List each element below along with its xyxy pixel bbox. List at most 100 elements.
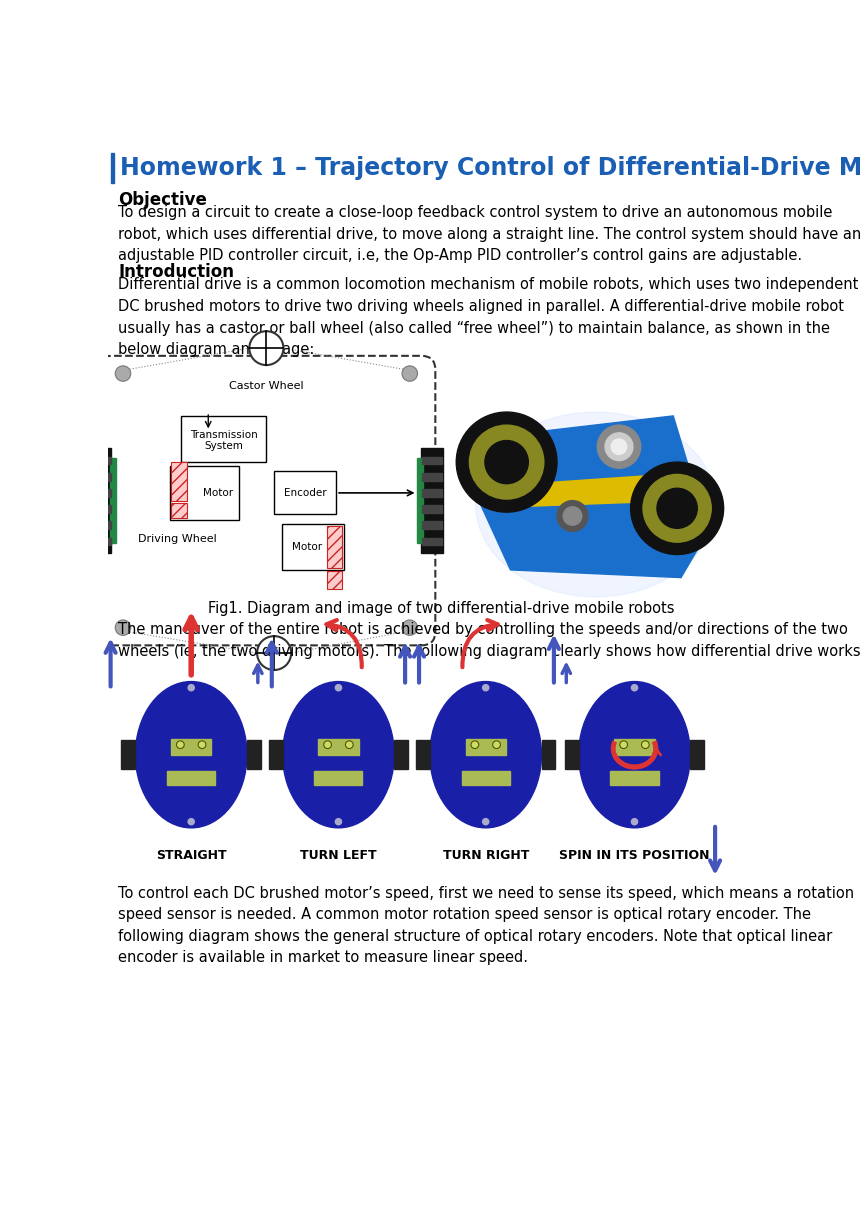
Polygon shape xyxy=(472,416,708,577)
Bar xyxy=(282,523,344,570)
Bar xyxy=(315,771,362,784)
Bar xyxy=(90,505,111,512)
Bar xyxy=(110,459,116,543)
Circle shape xyxy=(611,439,627,454)
Circle shape xyxy=(598,425,641,468)
Circle shape xyxy=(115,620,131,636)
Text: Fig1. Diagram and image of two differential-drive mobile robots: Fig1. Diagram and image of two different… xyxy=(207,600,674,616)
Bar xyxy=(394,741,408,770)
Text: The maneuver of the entire robot is achieved by controlling the speeds and/or di: The maneuver of the entire robot is achi… xyxy=(119,622,860,659)
Text: Transmission: Transmission xyxy=(190,429,258,439)
Circle shape xyxy=(643,475,711,542)
Circle shape xyxy=(605,433,633,461)
Bar xyxy=(112,152,114,183)
Circle shape xyxy=(188,684,194,691)
Circle shape xyxy=(485,440,528,483)
Bar xyxy=(90,538,111,545)
Text: System: System xyxy=(205,440,243,450)
Polygon shape xyxy=(511,473,681,506)
Text: Homework 1 – Trajectory Control of Differential-Drive Mobile Robot: Homework 1 – Trajectory Control of Diffe… xyxy=(120,156,860,179)
Circle shape xyxy=(346,741,353,749)
Bar xyxy=(422,456,442,465)
Bar xyxy=(416,741,430,770)
Circle shape xyxy=(642,741,649,749)
Bar xyxy=(121,741,135,770)
Bar xyxy=(422,473,442,481)
Circle shape xyxy=(471,741,479,749)
Text: Driving Wheel: Driving Wheel xyxy=(138,534,218,544)
Text: Encoder: Encoder xyxy=(284,488,327,498)
Circle shape xyxy=(198,741,206,749)
Text: TURN LEFT: TURN LEFT xyxy=(300,849,377,863)
Circle shape xyxy=(335,819,341,825)
Text: Motor: Motor xyxy=(203,488,233,498)
Bar xyxy=(422,489,442,497)
Circle shape xyxy=(457,412,557,512)
Bar xyxy=(167,771,215,784)
Bar xyxy=(691,741,704,770)
Bar xyxy=(171,462,187,500)
Bar xyxy=(274,471,336,515)
Bar xyxy=(611,771,659,784)
Ellipse shape xyxy=(430,682,542,828)
Circle shape xyxy=(630,462,723,555)
Ellipse shape xyxy=(135,682,247,828)
Circle shape xyxy=(188,819,194,825)
Text: Introduction: Introduction xyxy=(119,264,234,282)
Bar xyxy=(614,738,654,755)
Bar xyxy=(169,466,239,520)
FancyBboxPatch shape xyxy=(97,356,435,645)
Circle shape xyxy=(557,500,588,532)
Text: STRAIGHT: STRAIGHT xyxy=(156,849,226,863)
Bar xyxy=(542,741,556,770)
Circle shape xyxy=(249,331,284,365)
Text: Differential drive is a common locomotion mechanism of mobile robots, which uses: Differential drive is a common locomotio… xyxy=(119,277,859,357)
Text: Castor Wheel: Castor Wheel xyxy=(229,381,304,392)
Circle shape xyxy=(115,366,131,382)
Text: TURN RIGHT: TURN RIGHT xyxy=(443,849,529,863)
Text: SPIN IN ITS POSITION: SPIN IN ITS POSITION xyxy=(559,849,710,863)
Circle shape xyxy=(493,741,501,749)
Bar xyxy=(171,738,212,755)
Circle shape xyxy=(631,819,637,825)
Bar xyxy=(90,473,111,481)
Text: Objective: Objective xyxy=(119,192,207,209)
Bar xyxy=(181,416,267,462)
Bar xyxy=(465,738,506,755)
Bar xyxy=(565,741,579,770)
Bar xyxy=(422,538,442,545)
Ellipse shape xyxy=(579,682,691,828)
Bar xyxy=(90,521,111,529)
Bar xyxy=(268,741,283,770)
Bar xyxy=(327,571,342,589)
Bar xyxy=(171,503,187,518)
Bar xyxy=(327,526,342,569)
Circle shape xyxy=(657,488,697,528)
Bar xyxy=(318,738,359,755)
Text: To design a circuit to create a close-loop feedback control system to drive an a: To design a circuit to create a close-lo… xyxy=(119,205,860,264)
Bar xyxy=(247,741,261,770)
Bar xyxy=(422,521,442,529)
Circle shape xyxy=(323,741,331,749)
Ellipse shape xyxy=(476,412,716,597)
Circle shape xyxy=(482,684,488,691)
Text: Motor: Motor xyxy=(292,542,322,551)
Circle shape xyxy=(402,620,417,636)
Ellipse shape xyxy=(283,682,394,828)
Bar xyxy=(422,505,442,512)
Circle shape xyxy=(335,684,341,691)
Circle shape xyxy=(402,366,417,382)
Text: To control each DC brushed motor’s speed, first we need to sense its speed, whic: To control each DC brushed motor’s speed… xyxy=(119,886,855,965)
Circle shape xyxy=(563,506,582,526)
Circle shape xyxy=(257,636,292,670)
Circle shape xyxy=(631,684,637,691)
Bar xyxy=(421,448,443,553)
Circle shape xyxy=(176,741,184,749)
Bar xyxy=(90,456,111,465)
Bar xyxy=(90,489,111,497)
Bar xyxy=(417,459,423,543)
Bar xyxy=(89,448,112,553)
Circle shape xyxy=(620,741,628,749)
Bar xyxy=(462,771,510,784)
Circle shape xyxy=(482,819,488,825)
